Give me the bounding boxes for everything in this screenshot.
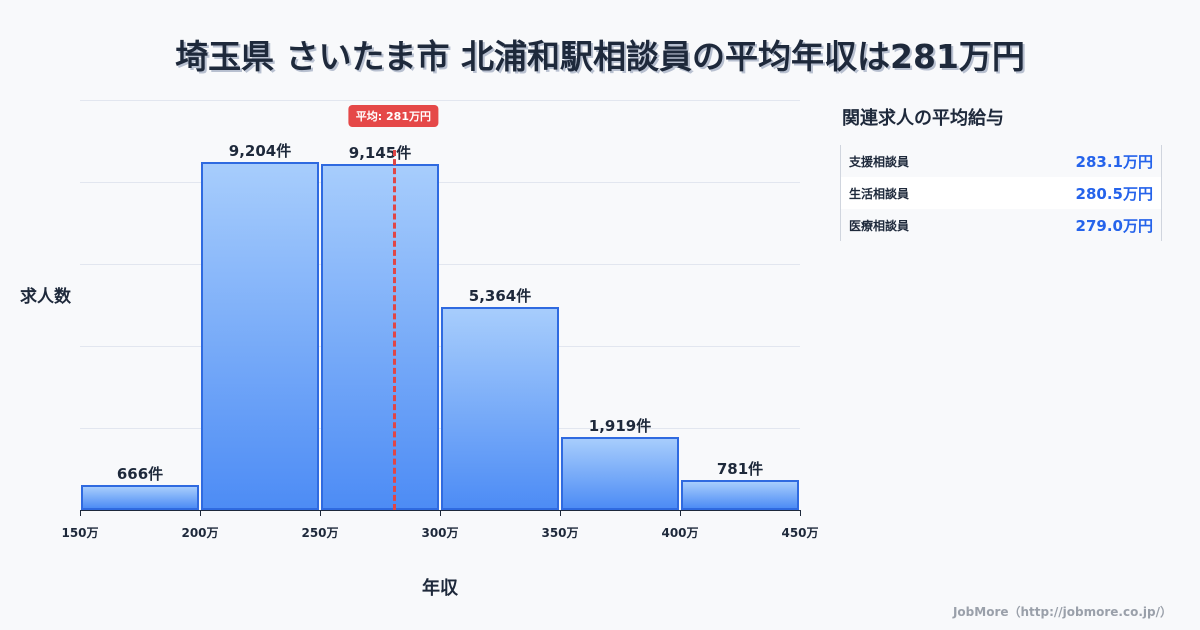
gridline [80,428,800,429]
gridline [80,100,800,101]
histogram-chart: 666件 9,204件 9,145件 5,364件 1,919件 781件 150万 200万… [61,100,819,540]
x-tick [800,510,801,516]
bar-value-label: 1,919件 [588,417,652,435]
x-tick-label: 350万 [541,526,579,540]
bar-value-label: 666件 [116,465,164,483]
histogram-bar [201,162,319,510]
x-tick-label: 400万 [661,526,699,540]
related-salary-row: 支援相談員 283.1万円 [841,145,1161,177]
x-tick [440,510,441,516]
average-badge: 平均: 281万円 [348,105,438,127]
related-salary-row: 生活相談員 280.5万円 [841,177,1161,209]
bar-value-label: 9,204件 [228,142,292,160]
job-salary: 279.0万円 [1075,216,1153,235]
x-tick [320,510,321,516]
job-name: 医療相談員 [849,218,910,233]
footer-credit: JobMore（http://jobmore.co.jp/） [952,605,1172,619]
average-line [393,150,397,510]
related-salary-title: 関連求人の平均給与 [842,108,1004,129]
gridline [80,264,800,265]
bar-value-label: 781件 [716,460,764,478]
x-tick-label: 300万 [421,526,459,540]
histogram-bar [321,164,439,510]
x-tick [680,510,681,516]
y-axis-label: 求人数 [20,287,71,307]
page-title: 埼玉県 さいたま市 北浦和駅相談員の平均年収は281万円 [175,37,1025,76]
x-tick-label: 250万 [301,526,339,540]
x-tick [80,510,81,516]
job-name: 支援相談員 [849,154,910,169]
related-salary-table: 支援相談員 283.1万円 生活相談員 280.5万円 医療相談員 279.0万… [840,145,1162,241]
gridline [80,346,800,347]
bar-value-label: 5,364件 [468,287,532,305]
job-salary: 280.5万円 [1075,184,1153,203]
x-tick-label: 200万 [181,526,219,540]
histogram-bar [81,485,199,510]
bar-value-label: 9,145件 [348,144,412,162]
histogram-bar [561,437,679,510]
x-tick [200,510,201,516]
x-tick-label: 450万 [781,526,819,540]
job-name: 生活相談員 [849,186,910,201]
x-axis-label: 年収 [422,578,458,599]
x-tick-label: 150万 [61,526,99,540]
job-salary: 283.1万円 [1075,152,1153,171]
gridline [80,182,800,183]
histogram-bar [441,307,559,510]
x-tick [560,510,561,516]
related-salary-row: 医療相談員 279.0万円 [841,209,1161,241]
histogram-bar [681,480,799,510]
